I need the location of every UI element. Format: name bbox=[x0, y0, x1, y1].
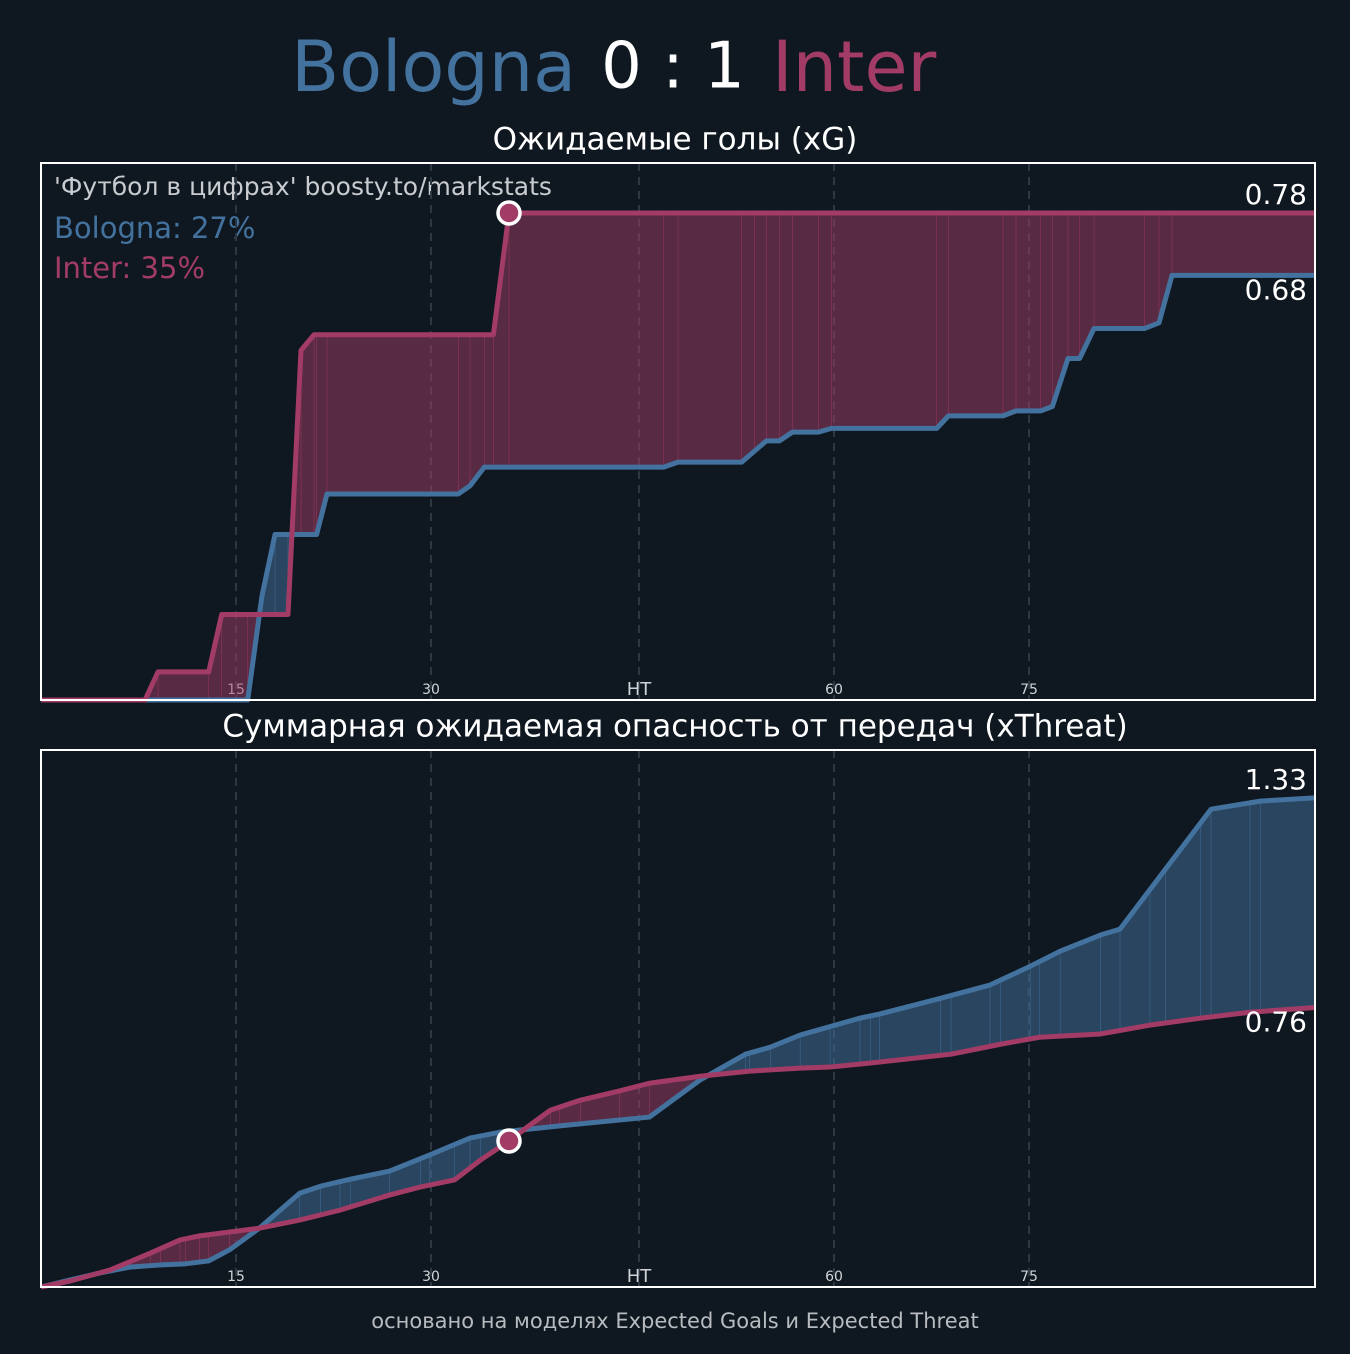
fill-between bbox=[870, 1013, 880, 1064]
score: 0 : 1 bbox=[601, 30, 745, 104]
fill-between bbox=[508, 212, 665, 468]
fill-between bbox=[1093, 212, 1145, 329]
fill-between bbox=[792, 212, 819, 433]
end-label: 0.78 bbox=[1245, 178, 1307, 211]
fill-between bbox=[1040, 212, 1053, 412]
legend-entry: Bologna: 27% bbox=[54, 211, 255, 245]
end-label: 0.76 bbox=[1245, 1005, 1307, 1038]
goal-marker bbox=[496, 200, 522, 226]
x-tick-label: HT bbox=[627, 679, 653, 700]
fill-between bbox=[1200, 808, 1212, 1019]
x-tick-label: 30 bbox=[422, 1269, 440, 1285]
fill-between bbox=[741, 212, 756, 463]
series-line bbox=[40, 795, 1316, 1290]
credit: 'Футбол в цифрах' boosty.to/markstats bbox=[54, 172, 552, 201]
chart-title: Суммарная ожидаемая опасность от передач… bbox=[222, 709, 1127, 745]
x-tick-label: 75 bbox=[1020, 1269, 1038, 1285]
fill-between bbox=[469, 334, 485, 487]
fill-between bbox=[274, 534, 289, 615]
fill-between bbox=[313, 334, 317, 535]
fill-between bbox=[1144, 212, 1160, 329]
plot-frame bbox=[40, 749, 1316, 1288]
x-tick-label: 60 bbox=[825, 1269, 843, 1285]
fill-between bbox=[663, 212, 679, 468]
fill-between bbox=[859, 1015, 871, 1065]
fill-between bbox=[818, 212, 832, 433]
fill-between bbox=[157, 671, 209, 701]
x-tick-label: 30 bbox=[422, 682, 440, 698]
fill-between bbox=[1149, 868, 1166, 1026]
x-tick-label: 75 bbox=[1020, 682, 1038, 698]
fill-between bbox=[1067, 212, 1080, 359]
x-tick-label: HT bbox=[627, 1266, 653, 1287]
fill-between bbox=[1100, 928, 1121, 1035]
fill-between bbox=[1171, 212, 1316, 276]
goal-marker bbox=[496, 1128, 522, 1154]
fill-between bbox=[1039, 950, 1061, 1038]
fill-between bbox=[936, 212, 949, 430]
series-line bbox=[41, 272, 1315, 703]
fill-between bbox=[221, 614, 248, 701]
fill-between bbox=[1210, 802, 1251, 1018]
plot-frame bbox=[40, 162, 1316, 701]
x-tick-label: 60 bbox=[825, 682, 843, 698]
away-team: Inter bbox=[772, 26, 937, 108]
fill-between bbox=[754, 212, 767, 452]
fill-between bbox=[831, 212, 938, 429]
fill-between bbox=[1249, 800, 1261, 1013]
fill-between bbox=[457, 334, 471, 495]
end-label: 0.68 bbox=[1245, 273, 1307, 306]
fill-between bbox=[326, 334, 459, 495]
chart-title: Ожидаемые голы (xG) bbox=[493, 122, 858, 158]
footer: основано на моделях Expected Goals и Exp… bbox=[371, 1309, 978, 1333]
fill-between bbox=[766, 212, 780, 442]
series-line bbox=[40, 1004, 1316, 1290]
fill-between bbox=[1015, 212, 1041, 412]
fill-between bbox=[1030, 961, 1040, 1040]
fill-between bbox=[1002, 212, 1017, 417]
fill-between bbox=[989, 979, 1001, 1047]
fill-between bbox=[483, 334, 494, 468]
fill-between bbox=[300, 333, 315, 535]
fill-between bbox=[779, 212, 793, 442]
x-tick-label: 15 bbox=[227, 1269, 245, 1285]
fill-between bbox=[948, 212, 1004, 417]
fill-between bbox=[940, 995, 952, 1056]
fill-between bbox=[1260, 797, 1316, 1012]
home-team: Bologna bbox=[291, 26, 576, 108]
series-line bbox=[41, 210, 1315, 703]
end-label: 1.33 bbox=[1245, 763, 1307, 796]
fill-between bbox=[677, 212, 743, 463]
legend-entry: Inter: 35% bbox=[54, 251, 205, 285]
fill-between bbox=[199, 1234, 209, 1263]
fill-between bbox=[179, 1238, 186, 1265]
